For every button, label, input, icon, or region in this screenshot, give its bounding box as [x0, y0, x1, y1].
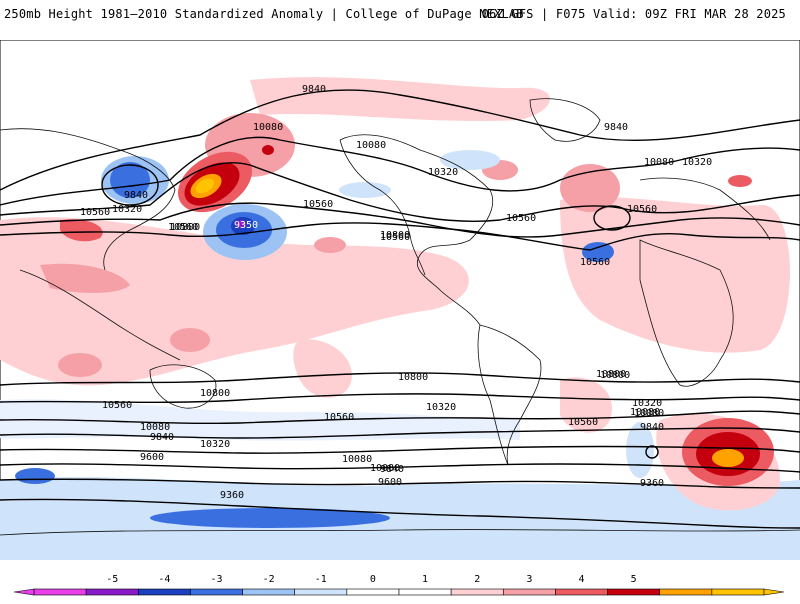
contour-label: 9840 [150, 432, 174, 443]
contour-label: 9840 [640, 422, 664, 433]
contour-label: 9600 [140, 452, 164, 463]
colorbar-segment [711, 588, 765, 596]
contour-label: 10800 [200, 388, 230, 399]
colorbar-tick-label: 0 [370, 574, 376, 585]
contour-label: 10560 [580, 257, 610, 268]
colorbar-tick-label: -2 [263, 574, 275, 585]
contour-label: 10560 [506, 213, 536, 224]
colorbar-tick-label: 4 [578, 574, 584, 585]
contour-label: 10080 [356, 140, 386, 151]
contour-label: 9840 [604, 122, 628, 133]
anomaly-shading [0, 77, 800, 560]
contour-label: 10080 [634, 408, 664, 419]
colorbar-segment [85, 588, 139, 596]
contour-label: 10080 [644, 157, 674, 168]
contour-label: 10080 [342, 454, 372, 465]
colorbar-segment [607, 588, 661, 596]
contour-label: 10800 [596, 369, 626, 380]
contour-label: 10320 [200, 439, 230, 450]
anomaly-colorbar: -5 -4 -3 -2 -1 0 1 2 3 4 5 [0, 566, 800, 600]
header: 250mb Height 1981–2010 Standardized Anom… [0, 0, 800, 36]
contour-label: 10320 [632, 398, 662, 409]
contour-label: 10560 [627, 204, 657, 215]
contour-label: 10560 [324, 412, 354, 423]
model-run-label: 06Z GFS | F075 Valid: 09Z FRI MAR 28 202… [481, 7, 786, 21]
colorbar-segment [242, 588, 296, 596]
colorbar-segment [398, 588, 452, 596]
colorbar-segment [555, 588, 608, 596]
colorbar-segment [502, 588, 556, 596]
contour-label: 10560 [568, 417, 598, 428]
colorbar-tick-label: -4 [158, 574, 170, 585]
contour-label: 10080 [253, 122, 283, 133]
contour-label: 10080 [370, 463, 400, 474]
contour-label: 10800 [170, 222, 200, 233]
colorbar-tick-label: 5 [631, 574, 637, 585]
contour-label: 9350 [234, 220, 258, 231]
contour-label: 9840 [302, 84, 326, 95]
contour-label: 9840 [124, 190, 148, 201]
colorbar-min-arrow [13, 588, 35, 596]
colorbar-segment [450, 588, 504, 596]
colorbar-tick-label: 1 [422, 574, 428, 585]
contour-label: 9360 [640, 478, 664, 489]
contour-label: 10800 [380, 230, 410, 241]
contour-label: 10320 [682, 157, 712, 168]
contour-label: 10320 [428, 167, 458, 178]
contour-label: 10560 [168, 222, 198, 233]
contour-label: 9360 [220, 490, 244, 501]
contour-label: 10560 [80, 207, 110, 218]
colorbar-tick-label: -3 [210, 574, 222, 585]
colorbar-segment [33, 588, 87, 596]
colorbar-segment [137, 588, 191, 596]
colorbar-segment [659, 588, 713, 596]
map-title: 250mb Height 1981–2010 Standardized Anom… [4, 7, 524, 21]
contour-labels: 9840 9840 9840 9840 9840 10080 10080 100… [80, 84, 712, 501]
colorbar-segment [346, 588, 400, 596]
contour-label: 9840 [380, 464, 404, 475]
colorbar-tick-label: 3 [526, 574, 532, 585]
colorbar-tick-label: 2 [474, 574, 480, 585]
contour-label: 10560 [380, 232, 410, 243]
contour-label: 10560 [102, 400, 132, 411]
colorbar-ticks: -5 -4 -3 -2 -1 0 1 2 3 4 5 [106, 574, 636, 585]
anomaly-map: 9840 9840 9840 9840 9840 10080 10080 100… [0, 40, 800, 560]
colorbar-segments [13, 588, 785, 596]
colorbar-segment [190, 588, 243, 596]
contour-label: 10320 [426, 402, 456, 413]
colorbar-segment [294, 588, 348, 596]
contour-label: 10080 [140, 422, 170, 433]
contour-label: 10320 [112, 204, 142, 215]
contour-label: 10800 [398, 372, 428, 383]
contour-label: 9600 [378, 477, 402, 488]
height-contours [0, 89, 800, 529]
colorbar-tick-label: -1 [315, 574, 327, 585]
colorbar-max-arrow [763, 588, 785, 596]
contour-label: 10800 [600, 370, 630, 381]
contour-label: 10560 [303, 199, 333, 210]
contour-label: 10080 [630, 407, 660, 418]
colorbar-tick-label: -5 [106, 574, 118, 585]
